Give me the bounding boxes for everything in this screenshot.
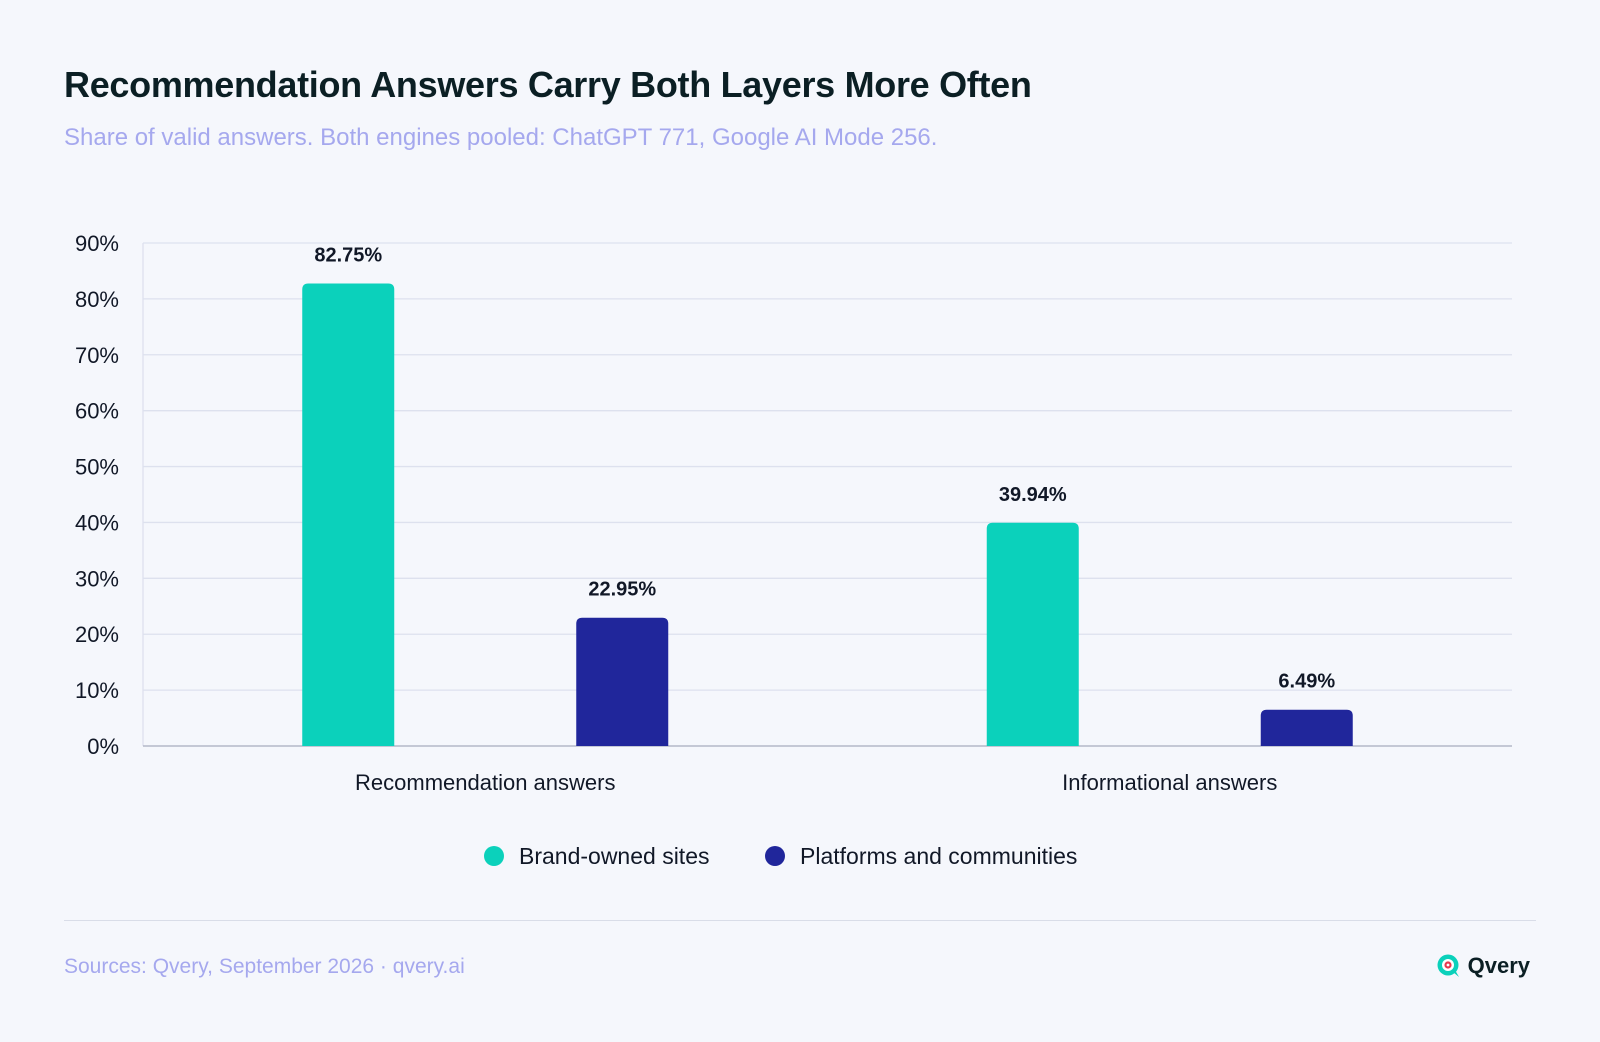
y-tick-label: 60% — [75, 399, 119, 424]
y-tick-label: 50% — [75, 455, 119, 480]
legend-swatch — [484, 846, 504, 866]
source-note: Sources: Qvery, September 2026 · qvery.a… — [64, 955, 465, 978]
qvery-logo-icon — [1437, 954, 1459, 977]
y-tick-label: 20% — [75, 622, 119, 647]
brand-logo: Qvery — [1436, 953, 1530, 979]
bars — [302, 283, 1353, 746]
data-label: 6.49% — [1278, 671, 1335, 693]
legend-label: Platforms and communities — [800, 843, 1077, 869]
y-tick-label: 90% — [75, 231, 119, 256]
chart-subtitle: Share of valid answers. Both engines poo… — [64, 124, 938, 151]
y-tick-label: 70% — [75, 343, 119, 368]
labels: 0% 10% 20% 30% 40% 50% 60% 70% 80% 90% 82.75% 22.95… — [75, 231, 1335, 795]
y-tick-label: 30% — [75, 566, 119, 591]
bar — [986, 522, 1079, 746]
bar — [1260, 709, 1353, 746]
brand-name: Qvery — [1467, 953, 1530, 978]
y-tick-label: 0% — [87, 734, 119, 759]
x-category-label: Recommendation answers — [355, 770, 615, 795]
bar — [576, 617, 669, 746]
chart-title: Recommendation Answers Carry Both Layers… — [64, 64, 1032, 105]
legend-label: Brand-owned sites — [519, 843, 710, 869]
footer-divider — [64, 920, 1536, 921]
legend-swatch — [765, 846, 785, 866]
data-label: 39.94% — [999, 484, 1067, 506]
y-tick-label: 80% — [75, 287, 119, 312]
y-tick-label: 40% — [75, 510, 119, 535]
bar — [302, 283, 395, 746]
data-label: 22.95% — [588, 579, 656, 601]
x-category-label: Informational answers — [1062, 770, 1277, 795]
data-label: 82.75% — [314, 245, 382, 267]
legend: Brand-owned sites Platforms and communiti… — [484, 843, 1077, 869]
y-tick-label: 10% — [75, 678, 119, 703]
